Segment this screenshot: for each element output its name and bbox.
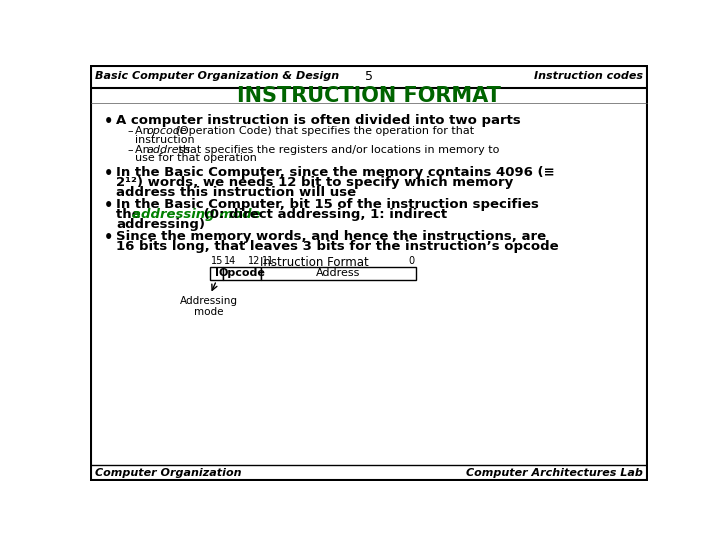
Text: •: • (104, 166, 113, 181)
Text: 12: 12 (248, 256, 261, 266)
Text: Instruction codes: Instruction codes (534, 71, 644, 82)
Text: opcode: opcode (147, 126, 187, 137)
Text: •: • (104, 114, 113, 129)
Text: In the Basic Computer, since the memory contains 4096 (≡: In the Basic Computer, since the memory … (117, 166, 555, 179)
Text: addressing mode: addressing mode (132, 208, 261, 221)
Text: •: • (104, 231, 113, 245)
Text: use for that operation: use for that operation (135, 153, 257, 163)
Text: (0: direct addressing, 1: indirect: (0: direct addressing, 1: indirect (199, 208, 447, 221)
Text: 0: 0 (409, 256, 415, 266)
Text: instruction: instruction (135, 135, 194, 145)
Text: An: An (135, 126, 153, 137)
Text: –: – (127, 126, 132, 137)
Text: 16 bits long, that leaves 3 bits for the instruction’s opcode: 16 bits long, that leaves 3 bits for the… (117, 240, 559, 253)
Text: Opcode: Opcode (219, 268, 266, 279)
Text: address: address (147, 145, 191, 155)
Text: addressing): addressing) (117, 218, 205, 231)
Text: Basic Computer Organization & Design: Basic Computer Organization & Design (94, 71, 339, 82)
Text: that specifies the registers and/or locations in memory to: that specifies the registers and/or loca… (175, 145, 500, 155)
Text: (Operation Code) that specifies the operation for that: (Operation Code) that specifies the oper… (172, 126, 474, 137)
Bar (210, 267, 223, 280)
Text: 2¹²) words, we needs 12 bit to specify which memory: 2¹²) words, we needs 12 bit to specify w… (117, 176, 513, 188)
Text: An: An (135, 145, 153, 155)
Text: –: – (127, 145, 132, 155)
Text: Since the memory words, and hence the instructions, are: Since the memory words, and hence the in… (117, 231, 546, 244)
Text: Computer Organization: Computer Organization (94, 468, 241, 478)
Text: Computer Architectures Lab: Computer Architectures Lab (467, 468, 644, 478)
Text: Addressing
mode: Addressing mode (180, 296, 238, 318)
Text: the: the (117, 208, 145, 221)
Bar (223, 267, 261, 280)
Text: 15: 15 (211, 256, 223, 266)
Bar (261, 267, 415, 280)
Text: INSTRUCTION FORMAT: INSTRUCTION FORMAT (237, 86, 501, 106)
Text: Instruction Format: Instruction Format (261, 256, 369, 269)
Text: •: • (104, 198, 113, 213)
Text: address this instruction will use: address this instruction will use (117, 186, 356, 199)
Text: 14: 14 (224, 256, 236, 266)
Text: A computer instruction is often divided into two parts: A computer instruction is often divided … (117, 114, 521, 127)
Text: Address: Address (316, 268, 361, 279)
Text: I: I (215, 268, 219, 279)
Text: 11: 11 (262, 256, 274, 266)
Text: 5: 5 (365, 70, 373, 83)
Text: In the Basic Computer, bit 15 of the instruction specifies: In the Basic Computer, bit 15 of the ins… (117, 198, 539, 211)
